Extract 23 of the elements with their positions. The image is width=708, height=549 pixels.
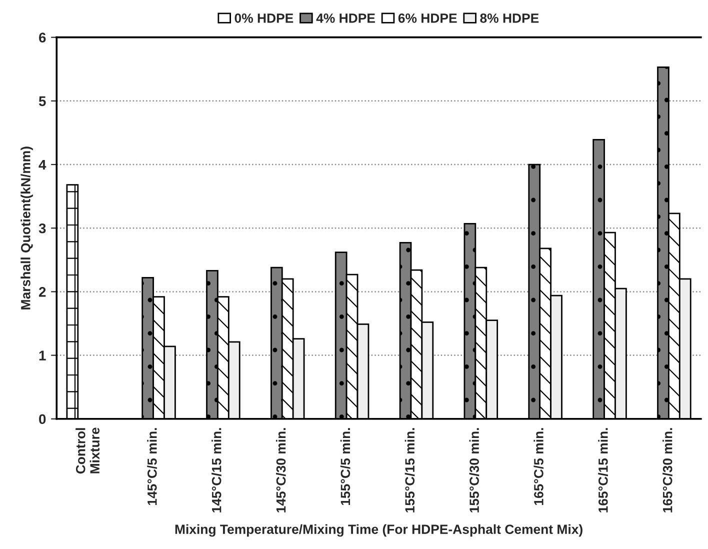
- y-axis-title: Marshall Quotient(kN/mm): [20, 146, 33, 310]
- x-tick-label: 165°C/15 min.: [598, 428, 608, 512]
- x-tick-label: 165°C/30 min.: [662, 428, 672, 512]
- y-tick-label: 2: [38, 287, 46, 297]
- x-tick-label: 145°C/5 min.: [147, 428, 157, 505]
- x-axis-title: Mixing Temperature/Mixing Time (For HDPE-Asphalt Cement Mix): [175, 524, 582, 537]
- x-tick-label: 145°C/15 min.: [212, 428, 222, 512]
- x-tick-label: 145°C/30 min.: [276, 428, 286, 512]
- legend-label: 0% HDPE: [234, 14, 294, 23]
- x-tick-label: 155°C/30 min.: [469, 428, 480, 512]
- x-tick-label: 155°C/5 min.: [340, 428, 350, 505]
- y-tick-label: 3: [38, 223, 46, 234]
- legend-label: 8% HDPE: [480, 14, 539, 23]
- x-tick-label: 165°C/5 min.: [534, 428, 544, 505]
- legend-label: 6% HDPE: [398, 14, 457, 23]
- y-tick-label: 5: [38, 96, 46, 106]
- y-tick-label: 1: [39, 350, 46, 360]
- x-tick-label: Control Mixture: [76, 428, 100, 474]
- y-tick-label: 0: [39, 414, 46, 424]
- y-tick-label: 6: [39, 32, 46, 42]
- x-tick-label: 155°C/15 min.: [404, 428, 415, 512]
- y-tick-label: 4: [38, 160, 46, 170]
- legend-label: 4% HDPE: [316, 14, 375, 23]
